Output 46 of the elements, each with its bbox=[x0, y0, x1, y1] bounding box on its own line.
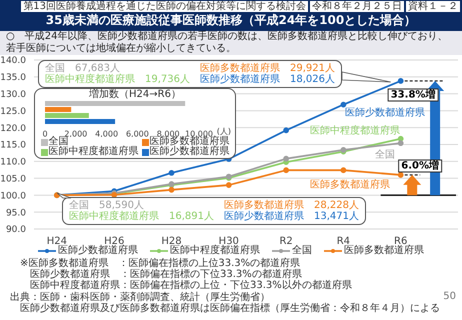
text: 第13回医師養成過程を通じた医師の偏在対策等に関する検討会 bbox=[21, 1, 308, 12]
x-tick-label: 0 bbox=[42, 130, 48, 139]
y-tick-label: 95.0 bbox=[6, 208, 26, 218]
annotation: 医師少数都道府県 13,471人 bbox=[224, 211, 359, 222]
text: 医師多数都道府県 bbox=[310, 180, 390, 190]
legend-label: 医師多数都道府県 bbox=[343, 245, 424, 257]
legend-label: 全国 bbox=[291, 245, 312, 257]
text: 医師少数都道府県及び医師多数都道府県は医師偏在指標（厚生労働省：令和８年４月）による bbox=[19, 303, 441, 314]
text: ※医師多数都道府県 ：医師偏在指標の上位33.3%の都道府県 bbox=[20, 258, 302, 269]
text: 医師少数都道府県 bbox=[345, 107, 425, 118]
annotation: 33.8%増 bbox=[388, 88, 438, 102]
annotation: 医師多数都道府県 29,921人 bbox=[200, 63, 335, 74]
y-tick-label: 105.0 bbox=[0, 174, 26, 184]
source-note: 出典：医師・歯科医師・薬剤師調査、統計（厚生労働省） bbox=[10, 292, 270, 303]
y-tick-label: 90.0 bbox=[6, 225, 26, 236]
y-tick-label: 115.0 bbox=[0, 140, 26, 151]
annotation: 医師少数都道府県 18,026人 bbox=[200, 74, 335, 85]
legend-label: 医師少数都道府県 bbox=[148, 146, 230, 157]
text: 医師少数都道府県 ：医師偏在指標の下位33.3%の都道府県 bbox=[29, 269, 303, 280]
y-tick-label: 110.0 bbox=[0, 158, 26, 168]
annotation: 全国 58,590人 bbox=[69, 200, 144, 212]
text: 50 bbox=[443, 291, 456, 302]
annotation: 医師多数都道府県 28,228人 bbox=[224, 200, 359, 212]
chart-title: 35歳未満の医療施設従事医師数推移（平成24年を100とした場合） bbox=[44, 12, 418, 29]
y-tick-label: 130.0 bbox=[0, 90, 26, 100]
text: 医師中程度都道府県 bbox=[310, 126, 400, 136]
y-tick-label: 125.0 bbox=[0, 106, 26, 117]
legend-label: 医師多数都道府県 bbox=[148, 136, 230, 147]
y-tick-label: 140.0 bbox=[0, 56, 26, 66]
annotation: 医師中程度都道府県 19,736人 bbox=[45, 74, 190, 85]
annotation: 医師中程度都道府県 16,891人 bbox=[69, 211, 214, 222]
x-tick-label: R2 bbox=[279, 236, 293, 248]
y-tick-label: 120.0 bbox=[0, 124, 26, 134]
y-tick-label: 100.0 bbox=[0, 191, 26, 202]
y-tick-label: 135.0 bbox=[0, 73, 26, 84]
legend-label: 医師中程度都道府県 bbox=[48, 146, 138, 157]
text: 資料１－２ bbox=[406, 1, 460, 12]
annotation: 全国 67,683人 bbox=[45, 63, 120, 74]
annotation: 6.0%増 bbox=[398, 159, 442, 172]
text: 令和８年２月２５日 bbox=[310, 1, 404, 12]
chart-title: 増加数（H24→R6） bbox=[88, 89, 182, 100]
chart-subtitle: ○ 平成24年以降、医師少数都道府県の若手医師の数は、医師多数都道府県と比較し伸びており、若手医師については地域偏在が縮小してきている。 bbox=[0, 31, 462, 55]
text: 医師中程度都道府県：医師偏在指標の上位・下位33.3%以外の都道府県 bbox=[29, 280, 353, 291]
x-axis-title: (人) bbox=[216, 127, 231, 136]
text: 全国 bbox=[375, 149, 395, 160]
legend-label: 全国 bbox=[48, 136, 68, 147]
